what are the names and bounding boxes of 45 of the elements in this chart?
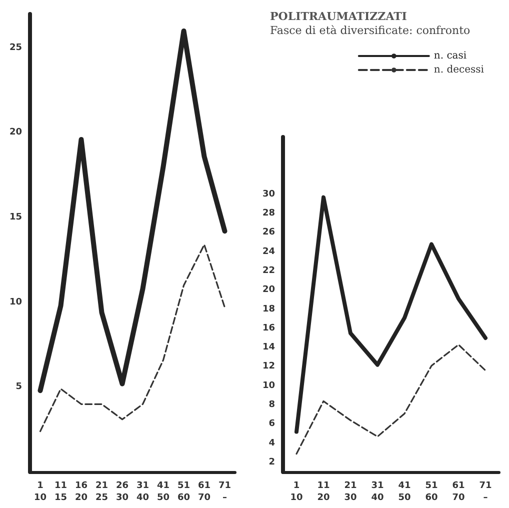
x-tick-label: 26 30 [116,481,129,503]
text: n. decessi [434,64,484,76]
chart-subtitle: Fasce di età diversificate: confronto [270,24,471,37]
y-tick-label: 26 [262,228,275,238]
x-tick-label: 31 40 [371,481,384,503]
y-tick-label: 24 [262,246,275,257]
y-tick-label: 5 [16,382,22,392]
y-tick-label: 8 [268,400,275,410]
y-tick-label: 10 [262,380,275,391]
x-tick-label: 1 10 [290,481,303,503]
x-tick-label: 71 – [479,481,492,503]
x-tick-label: 41 50 [398,481,411,503]
y-tick-label: 25 [9,42,22,53]
line-series [294,195,488,434]
x-tick-label: 11 15 [54,481,68,503]
y-tick-label: 20 [9,128,22,138]
x-tick-label: 51 60 [425,481,438,503]
y-tick-label: 4 [268,438,275,448]
x-tick-label: 16 20 [74,481,88,503]
y-tick-label: 16 [262,323,275,334]
text: n. casi [434,50,467,62]
y-tick-label: 12 [262,362,275,372]
x-tick-label: 21 25 [95,481,108,503]
line-series [39,244,226,432]
x-tick-label: 51 60 [177,481,190,503]
y-tick-label: 6 [268,419,275,430]
x-tick-label: 61 70 [198,481,211,503]
y-tick-label: 20 [262,285,275,296]
y-tick-label: 2 [268,457,275,468]
y-tick-label: 28 [262,208,275,219]
x-tick-label: 31 40 [136,481,150,503]
y-tick-label: 22 [262,266,275,276]
x-tick-label: 1 10 [34,481,47,503]
y-tick-label: 14 [262,342,275,353]
line-series [296,344,486,455]
y-tick-label: 10 [9,297,22,308]
chart-title: POLITRAUMATIZZATI [270,10,407,23]
y-tick-label: 30 [262,189,275,200]
x-tick-label: 71 – [218,481,232,503]
y-tick-label: 18 [262,304,275,314]
x-tick-label: 11 20 [317,481,330,503]
x-tick-label: 61 70 [452,481,465,503]
x-tick-label: 21 30 [344,481,357,503]
x-tick-label: 41 50 [156,481,170,503]
y-tick-label: 15 [9,212,22,223]
